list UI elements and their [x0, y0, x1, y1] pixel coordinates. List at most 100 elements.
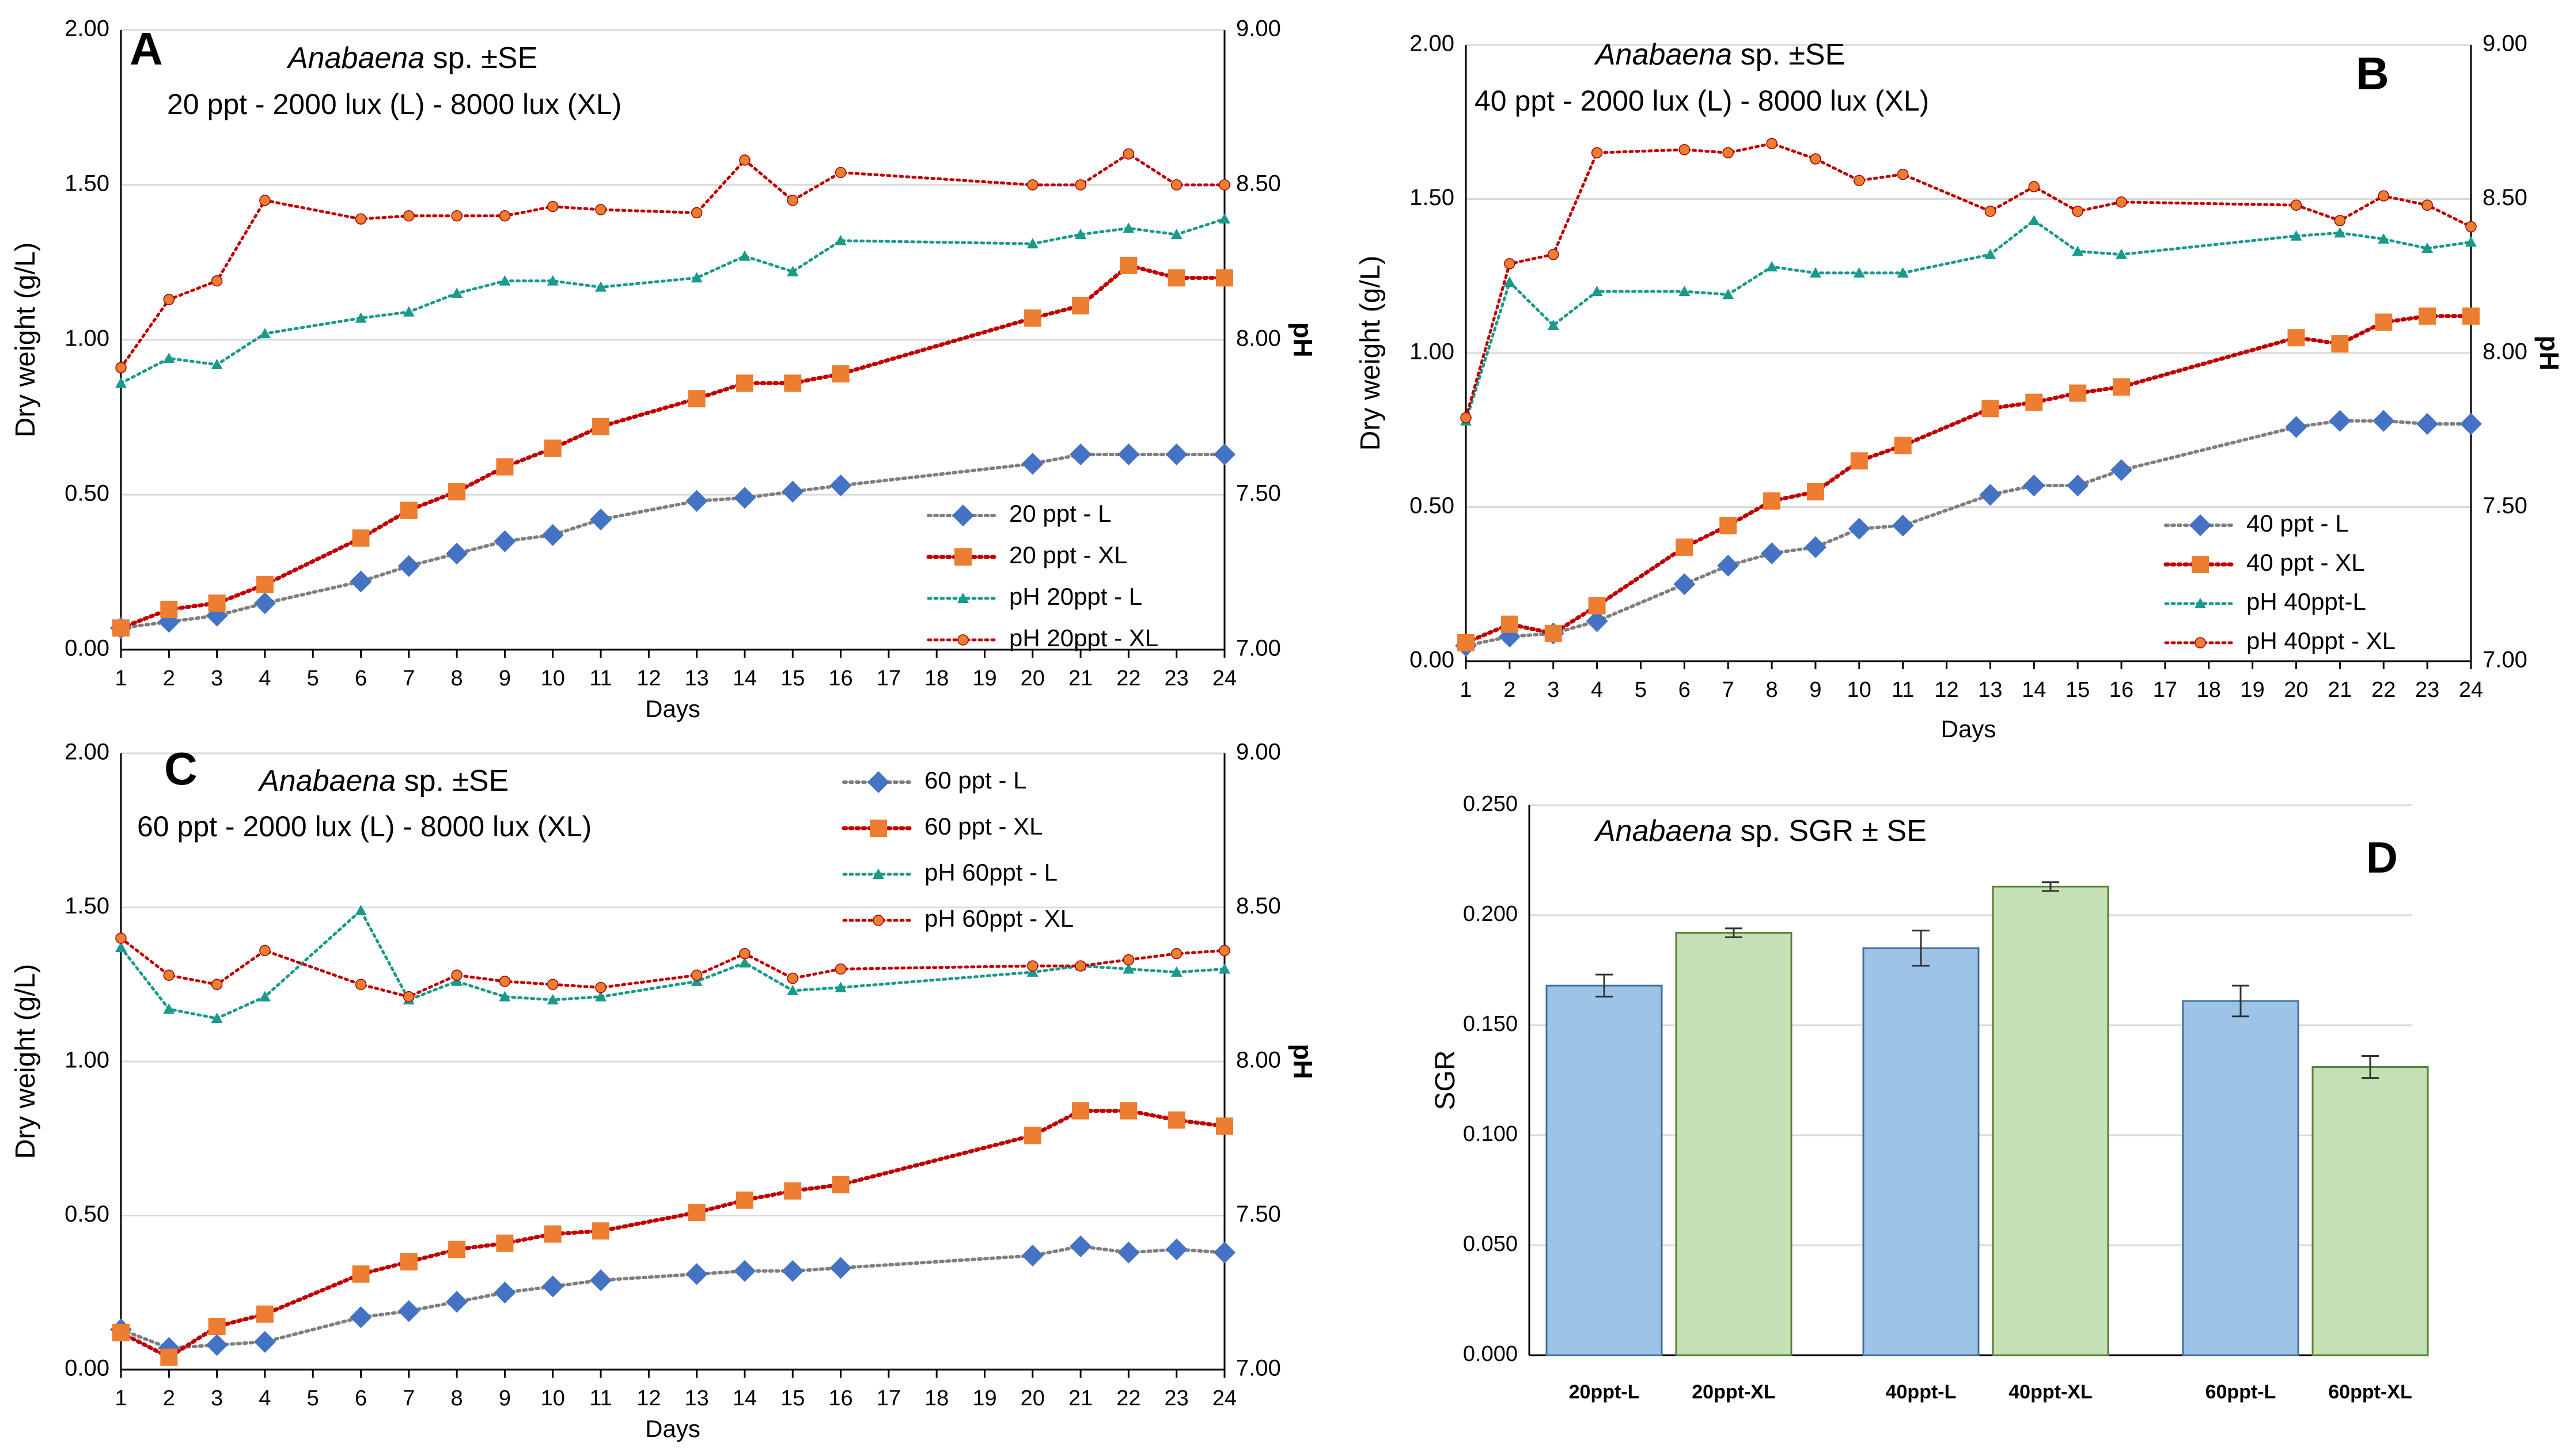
legend-marker	[873, 869, 884, 879]
data-point	[1806, 483, 1824, 500]
series-line	[119, 1109, 1227, 1360]
data-point	[1117, 1241, 1140, 1264]
data-point	[163, 294, 175, 305]
x-tick-label: 7	[403, 666, 415, 691]
series-ph-60ppt-xl	[115, 932, 1230, 1003]
data-point	[1676, 539, 1693, 556]
data-point	[403, 210, 415, 222]
data-point	[163, 352, 175, 363]
series-line	[119, 152, 1226, 369]
data-point	[1591, 147, 1603, 158]
x-tick-label: 14	[733, 666, 757, 691]
data-point	[592, 1222, 610, 1240]
legend-marker	[2195, 637, 2206, 649]
data-point	[691, 207, 703, 219]
data-point	[1123, 954, 1135, 966]
data-point	[1021, 453, 1044, 475]
legend-entry: 40 ppt - L	[2164, 510, 2348, 537]
data-point	[259, 195, 271, 206]
bar	[1675, 932, 1792, 1356]
data-point	[1170, 966, 1183, 977]
data-point	[397, 1300, 420, 1322]
x-tick-label: 11	[589, 666, 612, 691]
y2-axis-title: pH	[1288, 1044, 1318, 1079]
y-tick-label: 1.50	[65, 171, 109, 196]
data-point	[595, 981, 607, 994]
data-point	[1984, 206, 1996, 217]
legend-marker	[870, 820, 887, 837]
data-point	[595, 204, 607, 215]
data-point	[451, 969, 463, 981]
x-tick-label: 16	[828, 1386, 852, 1410]
data-point	[829, 1257, 852, 1279]
series-40-ppt-xl	[1457, 307, 2480, 651]
y-tick-label: 2.00	[1409, 31, 1454, 56]
x-tick-label: 17	[877, 666, 901, 691]
data-point	[1722, 289, 1734, 299]
data-point	[2375, 313, 2393, 331]
legend-label: 20 ppt - XL	[1009, 541, 1127, 568]
y2-tick-label: 7.00	[2483, 647, 2527, 673]
data-point	[2113, 378, 2131, 396]
x-tick-label: 3	[211, 666, 223, 691]
data-point	[2329, 410, 2351, 432]
x-tick-label: 6	[355, 1386, 367, 1410]
data-point	[2334, 227, 2346, 238]
x-tick-label: 20	[2284, 678, 2308, 702]
data-point	[1219, 213, 1230, 224]
x-tick-label: 5	[1635, 678, 1647, 702]
data-point	[496, 1234, 514, 1252]
data-point	[206, 1334, 228, 1356]
data-point	[1072, 1102, 1090, 1120]
data-point	[1024, 309, 1041, 327]
data-point	[1168, 269, 1185, 287]
data-point	[829, 474, 852, 496]
y2-tick-label: 7.50	[2483, 493, 2527, 518]
x-tick-label: 22	[1116, 1386, 1140, 1410]
data-point	[499, 210, 511, 222]
x-tick-label: 21	[1068, 1386, 1093, 1410]
data-point	[1763, 492, 1781, 510]
x-tick-label: 7	[403, 1386, 415, 1410]
data-point	[2028, 181, 2040, 192]
data-point	[1457, 634, 1475, 651]
data-point	[163, 969, 175, 981]
data-point	[835, 166, 847, 179]
x-tick-label: 6	[1678, 678, 1691, 702]
data-point	[1591, 286, 1603, 296]
data-point	[115, 377, 127, 388]
bar	[2311, 1066, 2429, 1356]
y-tick-label: 0.100	[1463, 1122, 1518, 1146]
series-line	[1464, 142, 2473, 419]
y2-axis-title: pH	[1288, 322, 1318, 357]
data-point	[1075, 179, 1086, 191]
y-tick-label: 0.50	[65, 1201, 109, 1227]
x-tick-label: 20	[1021, 1386, 1045, 1410]
series-60-ppt-xl	[112, 1102, 1233, 1366]
data-point	[451, 287, 463, 298]
legend-entry: 20 ppt - L	[927, 500, 1111, 527]
legend-label: pH 20ppt - L	[1009, 583, 1142, 610]
data-point	[494, 1281, 516, 1304]
data-point	[499, 976, 511, 987]
data-point	[2378, 190, 2390, 202]
data-point	[1854, 175, 1865, 187]
data-point	[1586, 610, 1608, 632]
x-tick-label: 5	[307, 1386, 319, 1410]
legend-entry: 40 ppt - XL	[2163, 549, 2364, 576]
data-point	[451, 210, 463, 222]
data-point	[259, 328, 271, 339]
y2-tick-label: 7.50	[1236, 481, 1281, 506]
data-point	[2072, 206, 2083, 217]
panel-letter: D	[2366, 833, 2398, 882]
data-point	[1070, 1235, 1092, 1257]
legend-marker	[873, 915, 884, 926]
data-point	[352, 529, 370, 547]
chart-panel-b: 0.00 7.00 0.50 7.50 1.00 8.00 1.50 8.50 2.00 9.00…	[1355, 31, 2562, 742]
data-point	[1544, 624, 1562, 642]
data-point	[739, 948, 751, 960]
y-tick-label: 1.50	[1409, 185, 1454, 210]
data-point	[448, 1241, 466, 1258]
y2-tick-label: 9.00	[1236, 740, 1281, 765]
